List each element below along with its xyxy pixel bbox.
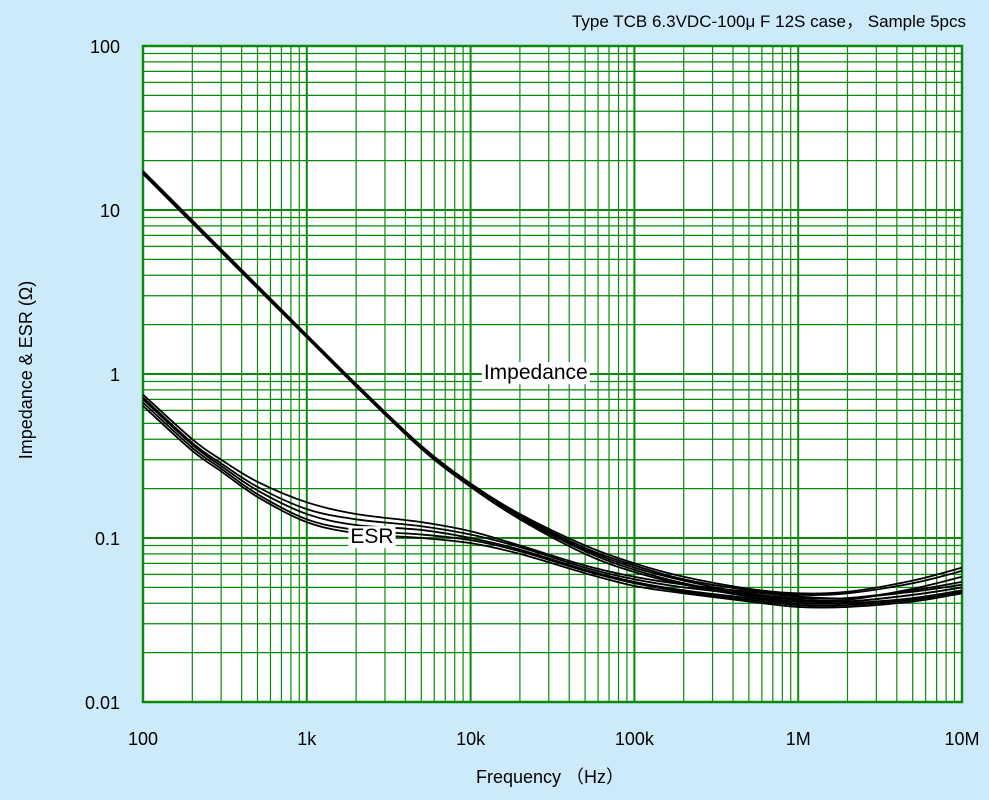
- y-tick-label: 0.01: [85, 693, 120, 713]
- annotation-background: [481, 362, 590, 385]
- esr-curve-7: [142, 396, 963, 603]
- x-tick-label: 10k: [456, 729, 486, 749]
- annotation-impedance-label: Impedance: [484, 361, 588, 384]
- annotations: Impedance ESR: [348, 361, 590, 549]
- y-axis-label: Impedance & ESR (Ω): [16, 281, 36, 460]
- esr-curve-8: [142, 398, 963, 605]
- plot-frame: [141, 44, 964, 704]
- x-tick-label: 100k: [615, 729, 655, 749]
- esr-curve-6: [142, 393, 963, 600]
- impedance-curve-5: [142, 171, 963, 597]
- x-tick-label: 1k: [297, 729, 317, 749]
- y-tick-label: 0.1: [95, 529, 120, 549]
- annotation-esr-label: ESR: [350, 525, 393, 548]
- y-tick-label: 1: [110, 365, 120, 385]
- esr-curve-10: [142, 405, 963, 609]
- x-tick-label: 100: [128, 729, 158, 749]
- x-tick-label: 10M: [944, 729, 979, 749]
- x-axis-label: Frequency （Hz）: [476, 767, 624, 787]
- x-tick-label: 1M: [786, 729, 811, 749]
- annotation-background: [348, 526, 396, 549]
- y-tick-label: 10: [100, 201, 120, 221]
- y-tick-label: 100: [90, 37, 120, 57]
- curves: [142, 170, 963, 609]
- esr-curve-9: [142, 401, 963, 607]
- tick-labels: 100 1k 10k 100k 1M 10M 100 10 1 0.1 0.01: [85, 37, 980, 749]
- chart-title: Type TCB 6.3VDC-100μ F 12S case， Sample …: [572, 12, 966, 31]
